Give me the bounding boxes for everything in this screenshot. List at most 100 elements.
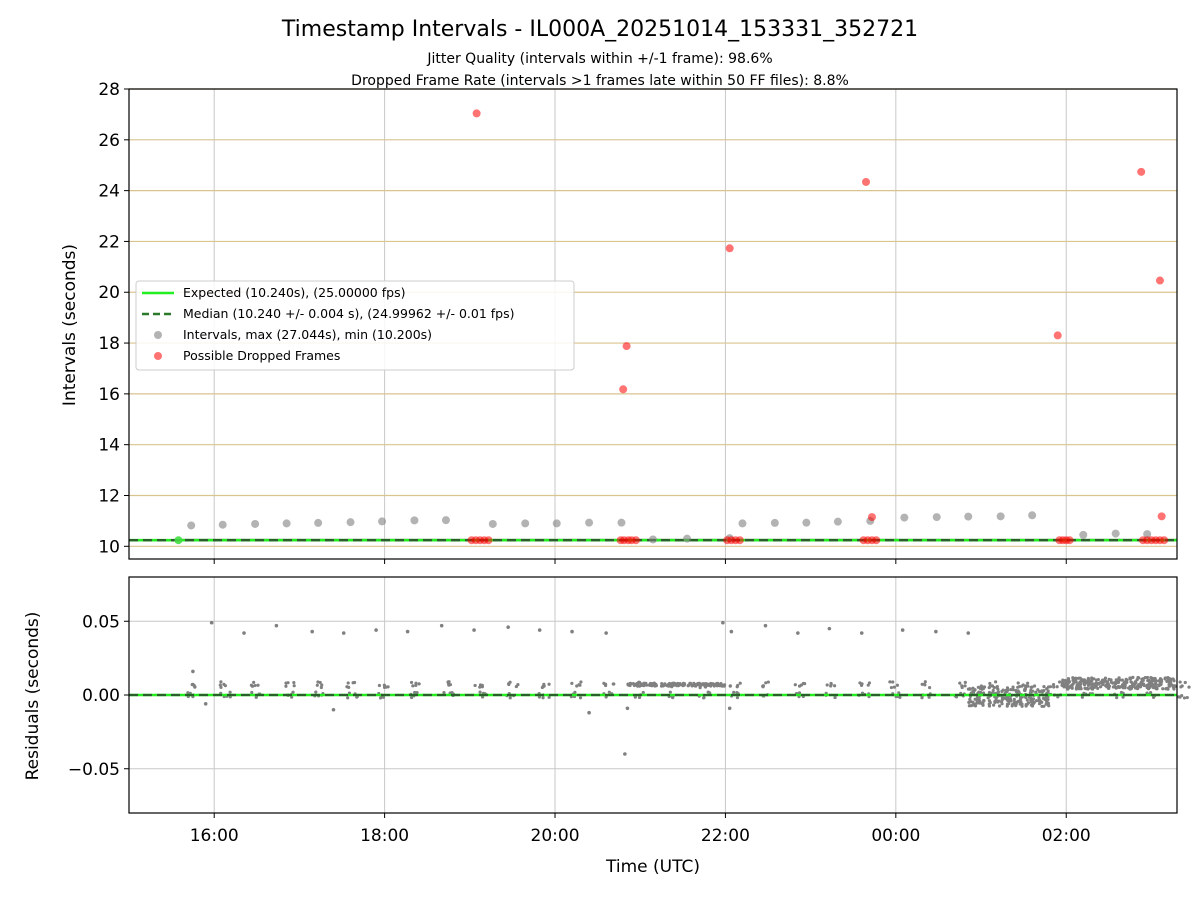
residual-point <box>666 684 671 688</box>
residual-point <box>661 684 665 688</box>
interval-point <box>251 519 260 528</box>
dropped-frame-point <box>1053 331 1062 340</box>
residuals-panel: 16:00 18:00 20:00 22:00 00:00 02:00 0.05 0.00 −0… <box>68 576 1191 846</box>
residual-point <box>1096 686 1100 691</box>
residual-point <box>1098 681 1102 685</box>
residual-point <box>900 628 905 632</box>
interval-point <box>996 512 1005 521</box>
residual-point <box>604 631 608 635</box>
residual-point <box>382 683 386 687</box>
residual-point <box>995 684 999 689</box>
residual-point <box>987 704 992 708</box>
dropped-frame-point <box>619 385 628 394</box>
residual-point <box>728 684 732 688</box>
residual-point <box>1031 689 1035 693</box>
residual-point <box>1137 683 1142 687</box>
residual-point <box>670 681 675 686</box>
residual-point <box>578 683 582 687</box>
residual-point <box>1067 684 1071 689</box>
residual-point <box>219 680 223 684</box>
residual-point <box>1141 678 1145 682</box>
residual-point <box>1115 696 1119 700</box>
residual-point <box>1117 676 1121 680</box>
residual-point <box>825 683 829 687</box>
residual-point <box>1151 686 1156 690</box>
residual-point <box>1029 698 1033 702</box>
residual-point <box>966 687 971 691</box>
bottom-x-tick-label: 18:00 <box>360 826 409 846</box>
residual-point <box>1024 703 1028 707</box>
residual-point <box>1006 688 1010 692</box>
residual-point <box>1031 697 1036 701</box>
residual-point <box>960 684 964 688</box>
residual-point <box>1040 690 1044 694</box>
interval-point <box>410 516 419 525</box>
chart-title: Timestamp Intervals - IL000A_20251014_15… <box>281 17 918 42</box>
residual-point <box>1070 685 1074 689</box>
residual-point <box>1111 685 1116 689</box>
residual-point <box>1000 689 1004 693</box>
residual-point <box>1149 675 1153 680</box>
residual-point <box>709 681 713 686</box>
residual-point <box>1119 685 1123 689</box>
top-y-tick-label: 26 <box>98 131 120 151</box>
residual-point <box>290 695 294 699</box>
top-y-tick-label: 28 <box>98 80 120 100</box>
x-axis-label: Time (UTC) <box>605 857 700 877</box>
residual-point <box>1090 685 1094 689</box>
residual-point <box>1067 680 1072 684</box>
top-y-tick-label: 16 <box>98 385 120 405</box>
residual-point <box>1089 679 1093 683</box>
residual-point <box>1006 698 1010 703</box>
residual-point <box>987 699 992 703</box>
residual-point <box>923 680 927 684</box>
residual-point <box>714 682 718 686</box>
interval-point <box>964 512 973 521</box>
residual-point <box>579 680 583 684</box>
residual-point <box>986 696 990 700</box>
residual-point <box>1121 695 1125 699</box>
dropped-frame-point <box>631 536 640 545</box>
residual-point <box>256 683 260 687</box>
residual-point <box>981 703 985 707</box>
residual-point <box>1092 677 1096 681</box>
top-y-tick-label: 10 <box>98 537 120 557</box>
residual-point <box>284 681 288 685</box>
residual-point <box>570 681 574 685</box>
residual-point <box>722 683 727 687</box>
residual-point <box>1042 684 1046 689</box>
residual-point <box>997 704 1002 708</box>
residual-point <box>682 682 687 686</box>
dropped-frame-point <box>867 513 876 522</box>
interval-point <box>617 518 626 527</box>
residual-point <box>1114 678 1118 682</box>
residual-point <box>1032 684 1037 688</box>
residual-point <box>1066 677 1071 681</box>
residual-point <box>997 699 1001 703</box>
interval-point <box>738 519 747 528</box>
residual-point <box>641 690 645 695</box>
residual-point <box>729 629 734 634</box>
bottom-x-tick-label: 20:00 <box>531 826 580 846</box>
residual-point <box>694 684 698 688</box>
dropped-frame-point <box>1137 167 1146 176</box>
residual-point <box>1149 691 1153 695</box>
residual-point <box>992 703 996 707</box>
residual-point <box>1094 681 1098 685</box>
residual-point <box>442 691 446 695</box>
residual-point <box>797 691 802 695</box>
interval-point <box>585 518 594 527</box>
residual-point <box>193 685 197 689</box>
legend-intervals-swatch <box>154 331 162 339</box>
residual-point <box>958 681 962 685</box>
dropped-frame-point <box>735 536 744 545</box>
legend-intervals: Intervals, max (27.044s), min (10.200s) <box>183 327 432 342</box>
residual-point <box>1185 695 1189 700</box>
dropped-frame-point <box>1065 536 1074 545</box>
residual-point <box>346 681 350 685</box>
residual-point <box>1066 687 1070 691</box>
residual-point <box>417 682 421 686</box>
residual-point <box>439 623 444 628</box>
residual-point <box>1036 688 1040 692</box>
residual-point <box>381 695 386 699</box>
